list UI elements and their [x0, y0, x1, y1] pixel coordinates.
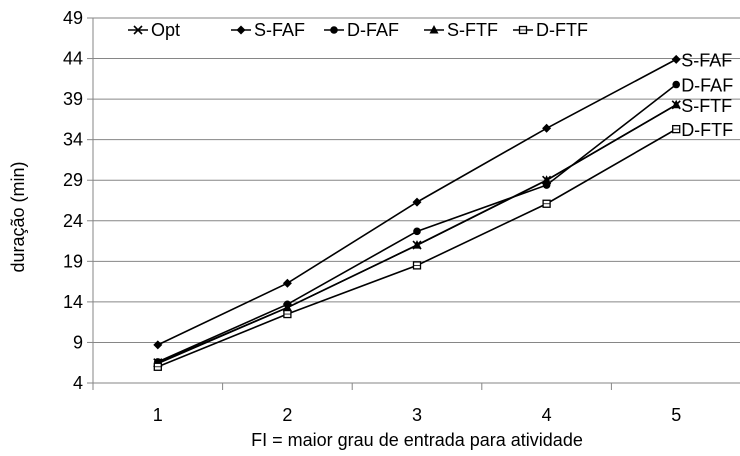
end-label: S-FTF	[681, 96, 732, 116]
x-axis-label: FI = maior grau de entrada para atividad…	[251, 430, 583, 450]
x-tick-label: 4	[542, 405, 552, 425]
x-tick-label: 1	[153, 405, 163, 425]
series-s-faf	[153, 54, 681, 350]
y-tick-label: 29	[63, 170, 83, 190]
end-label: D-FTF	[681, 120, 733, 140]
axes	[87, 17, 740, 390]
legend-label: Opt	[151, 20, 180, 40]
series-d-faf	[154, 80, 680, 366]
legend-marker	[518, 25, 528, 35]
x-tick-label: 5	[671, 405, 681, 425]
end-label: D-FAF	[681, 76, 733, 96]
end-label: S-FAF	[681, 50, 732, 70]
data-point	[413, 227, 421, 236]
data-point	[672, 80, 680, 89]
data-point	[153, 340, 163, 350]
y-tick-label: 9	[73, 332, 83, 352]
y-tick-label: 14	[63, 292, 83, 312]
legend-marker	[429, 25, 439, 34]
data-point	[671, 54, 681, 64]
x-tick-label: 3	[412, 405, 422, 425]
y-tick-label: 34	[63, 130, 83, 150]
data-point	[282, 278, 292, 288]
data-point	[412, 240, 422, 249]
x-tick-labels: 1 2 3 4 5	[153, 405, 681, 425]
data-point	[542, 123, 552, 133]
x-tick-label: 2	[282, 405, 292, 425]
series-line	[157, 83, 677, 363]
legend-label: D-FAF	[347, 20, 399, 40]
y-tick-label: 39	[63, 89, 83, 109]
y-tick-label: 4	[73, 373, 83, 393]
y-axis-label: duração (min)	[8, 161, 28, 272]
series-d-ftf	[153, 124, 681, 371]
y-tick-label: 49	[63, 8, 83, 28]
data-point	[412, 197, 422, 207]
legend: Opt S-FAF D-FAF S-FTF D-FTF	[128, 20, 588, 40]
legend-marker	[133, 25, 143, 35]
data-point	[542, 175, 552, 184]
data-point	[412, 261, 422, 270]
data-point	[282, 302, 292, 312]
data-point	[153, 362, 162, 371]
data-point	[672, 124, 681, 134]
y-tick-label: 44	[63, 49, 83, 69]
legend-marker	[236, 25, 246, 35]
legend-label: S-FAF	[254, 20, 305, 40]
legend-label: D-FTF	[536, 20, 588, 40]
legend-item: S-FTF	[424, 20, 498, 40]
y-tick-label: 24	[63, 211, 83, 231]
data-point	[542, 199, 551, 208]
legend-marker	[330, 26, 338, 34]
data-point	[671, 99, 681, 109]
legend-item: Opt	[128, 20, 180, 40]
legend-label: S-FTF	[447, 20, 498, 40]
legend-item: D-FAF	[324, 20, 399, 40]
y-tick-label: 19	[63, 251, 83, 271]
series-layer	[153, 54, 681, 371]
legend-item: S-FAF	[231, 20, 305, 40]
data-point	[283, 309, 292, 319]
legend-item: D-FTF	[513, 20, 588, 40]
